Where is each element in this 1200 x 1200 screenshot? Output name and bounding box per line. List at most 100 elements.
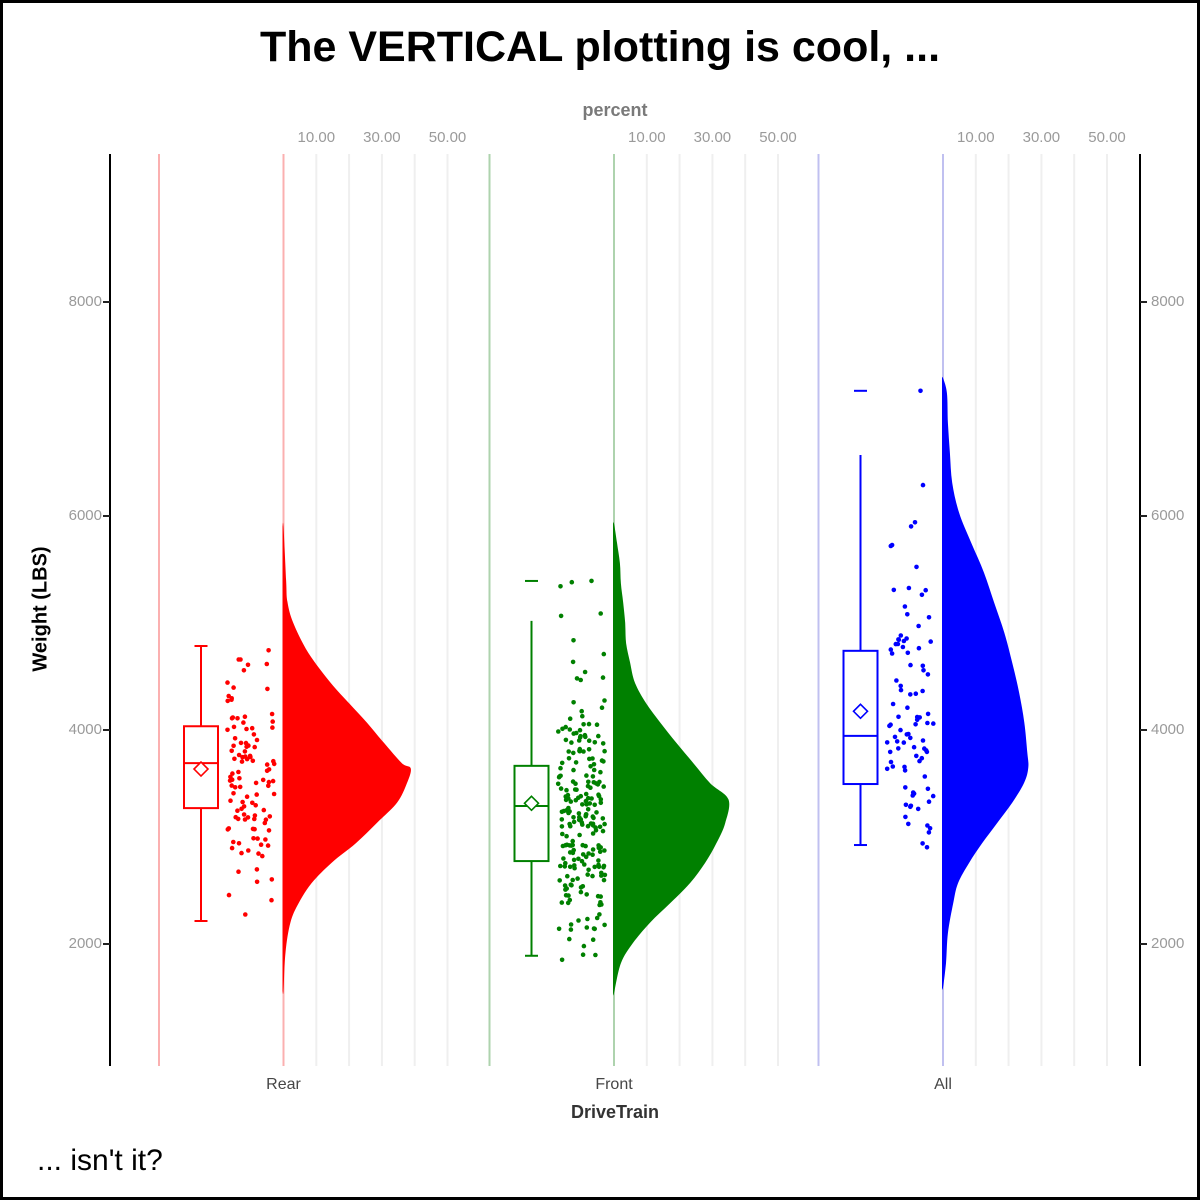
- jitter-dot: [597, 902, 602, 908]
- jitter-dot: [590, 831, 596, 836]
- jitter-dot: [564, 842, 570, 848]
- jitter-dot: [599, 873, 604, 878]
- jitter-dot: [576, 817, 582, 823]
- jitter-dot: [917, 758, 922, 764]
- jitter-dot: [902, 764, 907, 770]
- jitter-dot: [586, 867, 591, 873]
- jitter-dot: [560, 726, 565, 732]
- jitter-dot: [557, 774, 562, 779]
- jitter-dot: [590, 847, 596, 852]
- jitter-dot: [233, 814, 238, 820]
- jitter-dot: [582, 669, 588, 675]
- jitter-dot: [578, 677, 583, 683]
- weight-tick-label-left: 2000: [68, 935, 102, 952]
- jitter-dot: [244, 726, 249, 732]
- jitter-dot: [240, 799, 245, 805]
- jitter-dot: [570, 779, 576, 784]
- jitter-dot: [887, 723, 892, 729]
- weight-tick-label-right: 6000: [1151, 507, 1185, 524]
- jitter-dot: [226, 826, 232, 831]
- jitter-dot: [602, 821, 607, 827]
- jitter-dot: [908, 735, 913, 741]
- jitter-dot: [266, 767, 272, 772]
- jitter-dot: [889, 651, 895, 656]
- jitter-dot: [244, 744, 249, 749]
- jitter-dot: [595, 782, 601, 787]
- jitter-dot-outlier: [589, 578, 594, 584]
- jitter-dot: [908, 662, 913, 668]
- jitter-dot: [916, 623, 921, 629]
- jitter-dot: [568, 799, 574, 804]
- jitter-dot: [925, 786, 931, 792]
- jitter-dot: [228, 798, 233, 803]
- jitter-dot: [601, 784, 606, 789]
- jitter-dot: [581, 943, 587, 949]
- weight-tick-label-left: 6000: [68, 507, 102, 524]
- jitter-dot: [251, 836, 256, 841]
- jitter-dot: [922, 774, 928, 779]
- jitter-dot: [596, 864, 602, 870]
- jitter-dot: [570, 838, 575, 844]
- mean-diamond: [523, 795, 540, 812]
- jitter-dot: [590, 852, 595, 857]
- jitter-dot: [270, 719, 276, 724]
- jitter-dot: [229, 777, 235, 782]
- jitter-dot: [248, 754, 253, 760]
- jitter-dot: [601, 759, 606, 764]
- jitter-dot: [585, 916, 590, 922]
- jitter-dot: [892, 734, 898, 740]
- jitter-dot: [902, 604, 908, 609]
- x-axis-label-drivetrain: DriveTrain: [570, 1102, 660, 1122]
- jitter-dot: [232, 756, 237, 762]
- jitter-dot: [596, 792, 601, 797]
- jitter-dot: [559, 824, 565, 829]
- jitter-dot: [597, 849, 603, 854]
- jitter-dot: [231, 791, 236, 796]
- jitter-dot: [584, 925, 590, 930]
- jitter-dot: [917, 715, 922, 720]
- jitter-dot: [598, 769, 603, 775]
- jitter-dot: [565, 873, 570, 879]
- jitter-dot: [560, 831, 565, 837]
- jitter-dot: [271, 791, 277, 797]
- jitter-dot: [583, 734, 588, 740]
- jitter-dot: [236, 869, 241, 874]
- jitter-dot: [590, 937, 596, 942]
- jitter-dot: [229, 845, 235, 851]
- jitter-dot: [898, 683, 903, 689]
- jitter-dot: [561, 856, 566, 861]
- jitter-dot: [264, 661, 270, 667]
- jitter-dot: [903, 814, 908, 820]
- jitter-dot: [571, 638, 576, 643]
- jitter-dot: [594, 915, 600, 921]
- jitter-dot: [231, 839, 236, 845]
- jitter-dot: [556, 729, 561, 734]
- jitter-dot: [576, 856, 581, 862]
- jitter-dot: [239, 850, 244, 856]
- jitter-dot: [231, 685, 236, 690]
- jitter-dot: [898, 687, 904, 693]
- jitter-dot: [229, 748, 234, 754]
- jitter-dot: [251, 732, 257, 737]
- jitter-dot: [894, 739, 900, 744]
- jitter-dot: [920, 482, 926, 488]
- jitter-dot: [226, 892, 232, 898]
- jitter-dot: [926, 615, 932, 620]
- jitter-dot: [577, 727, 583, 733]
- jitter-dot: [926, 830, 932, 835]
- jitter-dot: [592, 740, 598, 745]
- jitter-dot: [243, 912, 248, 917]
- jitter-dot: [269, 897, 274, 903]
- jitter-dot: [584, 773, 589, 778]
- mean-diamond: [852, 703, 869, 720]
- jitter-dot: [593, 828, 599, 833]
- jitter-dot: [249, 725, 255, 731]
- jitter-dot: [601, 651, 607, 657]
- jitter-dot: [920, 841, 925, 846]
- percent-tick-label: 30.00: [1022, 129, 1061, 146]
- jitter-dot: [596, 845, 602, 851]
- jitter-dot: [580, 713, 585, 719]
- jitter-dot: [245, 662, 251, 668]
- jitter-dot: [267, 814, 273, 819]
